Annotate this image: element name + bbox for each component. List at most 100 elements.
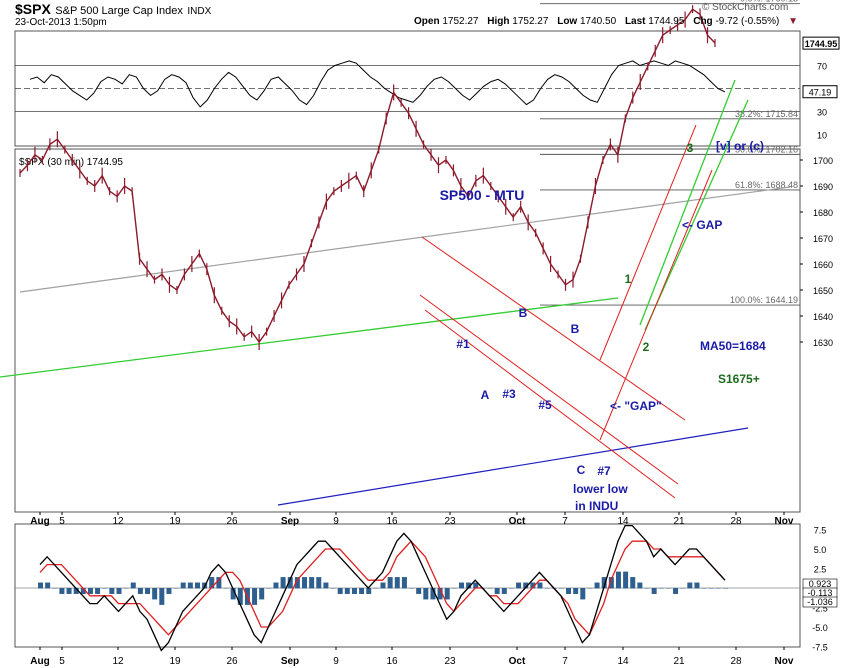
macd-histogram-bar [145,588,151,594]
macd-current-label: -1.036 [807,597,833,607]
fib-label: 38.2%: 1715.84 [735,109,798,119]
macd-x-tick-label: 26 [226,656,238,667]
rsi-tick-label: 30 [817,108,827,118]
macd-histogram-bar [623,571,629,589]
macd-histogram-bar [52,588,58,589]
chart-note: lower low [573,482,628,496]
wave-label: #7 [597,464,611,478]
price-tick-label: 1690 [813,182,833,192]
price-tick-label: 1680 [813,208,833,218]
macd-x-tick-label: 21 [673,656,685,667]
macd-histogram-bar [216,577,222,589]
macd-x-tick-label: Oct [509,656,526,667]
macd-tick-label: 5.0 [814,545,827,555]
macd-x-tick-label: 28 [730,656,742,667]
price-tick-label: 1700 [813,156,833,166]
macd-histogram-bar [330,588,336,589]
macd-histogram-bar [180,582,186,589]
macd-tick-label: 2.5 [814,565,827,575]
macd-histogram-bar [466,582,472,589]
macd-histogram-bar [359,588,365,594]
price-x-tick-label: 21 [673,516,685,527]
green-channel-lower [644,99,749,331]
ohlc-label: Low [557,16,580,27]
wave-label: A [481,388,490,402]
rsi-line [29,60,726,108]
macd-histogram-bar [723,588,728,589]
ohlc-label: Open [414,16,443,27]
macd-histogram-bar [394,577,400,589]
wave-label: #1 [456,337,470,351]
fib-label: 0.0%: 1760.13 [740,0,798,4]
macd-x-tick-label: 12 [112,656,124,667]
macd-x-tick-label: 23 [444,656,456,667]
macd-histogram-bar [159,588,165,605]
macd-histogram-bar [701,588,707,589]
macd-x-tick-label: 16 [386,656,398,667]
macd-histogram-bar [109,588,115,594]
price-tick-label: 1630 [813,338,833,348]
macd-x-tick-label: 5 [59,656,65,667]
green-trendline [0,297,619,378]
price-x-tick-label: Sep [281,516,299,527]
exchange: INDX [187,6,212,17]
macd-histogram-bar [259,588,265,600]
macd-histogram-bar [566,588,572,594]
wave-label: #3 [502,387,516,401]
macd-histogram-bar [430,588,436,600]
price-x-tick-label: 7 [562,516,568,527]
red-down-channel-lower [424,309,676,499]
macd-histogram-bar [416,588,422,594]
fib-label: 100.0%: 1644.19 [730,295,798,305]
wave-label: #5 [538,398,552,412]
macd-histogram-bar [337,588,343,594]
rsi-current-label: 47.19 [809,88,832,98]
macd-histogram-bar [537,582,543,589]
macd-histogram-bar [309,577,315,589]
macd-histogram-bar [130,582,136,589]
macd-histogram-bar [209,577,215,589]
wave-label: B [519,306,528,320]
macd-histogram-bar [501,588,507,594]
wave-label: [v] or (c) [716,139,764,153]
macd-histogram-bar [694,582,700,589]
price-x-tick-label: Nov [775,516,794,527]
macd-histogram-bar [230,588,236,600]
macd-histogram-bar [401,577,407,589]
macd-histogram-bar [166,588,172,594]
macd-histogram-bar [573,588,579,594]
ohlc-value: 1740.50 [580,16,619,27]
panel-frame [14,523,801,648]
gray-trendline [19,186,791,293]
macd-histogram-bar [708,588,714,589]
chart-note: S1675+ [718,372,760,386]
macd-histogram-bar [287,577,293,589]
down-arrow-icon: ▼ [788,16,799,27]
header-title: $SPX S&P 500 Large Cap Index INDX [15,1,211,19]
watermark: © StockCharts.com [702,2,789,13]
rsi-tick-label: 70 [817,62,827,72]
macd-histogram-bar [494,588,500,594]
red-down-channel-mid [419,294,679,485]
panel-frame [14,148,801,513]
price-last-box [802,36,840,50]
macd-histogram-bar [344,588,350,594]
macd-histogram-bar [444,588,450,600]
macd-histogram-bar [302,577,308,589]
macd-histogram-bar [252,588,258,605]
price-tick-label: 1650 [813,286,833,296]
macd-histogram-bar [223,588,229,589]
wave-label: 2 [643,340,650,354]
macd-x-tick-label: 7 [562,656,568,667]
macd-histogram-bar [316,577,322,589]
chart-annotation-title: SP500 - MTU [440,187,525,203]
macd-x-tick-label: 9 [333,656,339,667]
macd-histogram-bar [187,582,193,589]
price-x-tick-label: Aug [30,516,49,527]
macd-tick-label: 7.5 [814,526,827,536]
macd-histogram-bar [637,582,643,589]
price-last-label: 1744.95 [805,39,838,49]
macd-histogram-bar [601,577,607,589]
wave-label: B [571,322,580,336]
price-x-tick-label: 12 [112,516,124,527]
